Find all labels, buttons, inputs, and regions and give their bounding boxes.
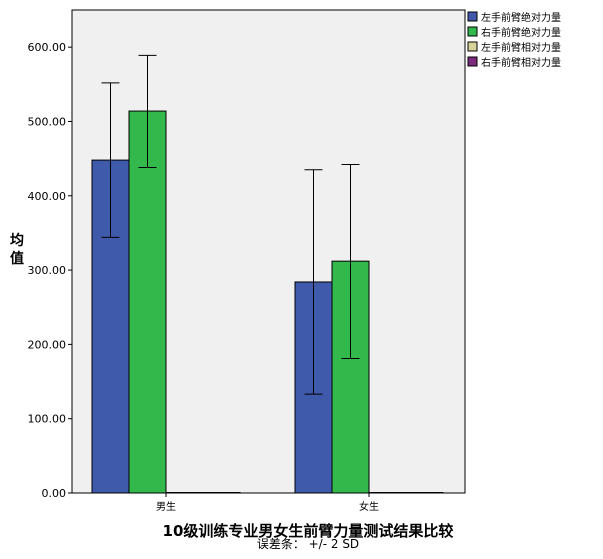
- x-tick-label: 女生: [359, 500, 379, 513]
- legend-label: 左手前臂绝对力量: [481, 11, 561, 24]
- y-tick-label: 600.00: [28, 41, 67, 54]
- y-tick-label: 200.00: [28, 338, 67, 351]
- y-axis-ticks: 0.00 100.00 200.00 300.00 400.00 500.00 600.00: [28, 41, 72, 500]
- legend-swatch: [467, 26, 478, 37]
- bar: [202, 492, 241, 494]
- bar: [368, 492, 407, 494]
- y-tick-label: 300.00: [28, 264, 67, 277]
- y-tick-label: 500.00: [28, 115, 67, 128]
- legend-label: 右手前臂绝对力量: [481, 26, 561, 39]
- legend-swatch: [467, 56, 478, 67]
- error-bar-note: 误差条： +/- 2 SD: [257, 537, 359, 551]
- chart-title: 10级训练专业男女生前臂力量测试结果比较: [163, 522, 454, 540]
- bar: [405, 492, 444, 494]
- category-labels: 男生 女生: [156, 493, 379, 513]
- legend-swatch: [467, 41, 478, 52]
- bar: [165, 492, 204, 494]
- y-axis-label-line1: 均: [10, 232, 24, 249]
- x-tick-label: 男生: [156, 500, 176, 513]
- y-axis-label-line2: 值: [10, 250, 24, 267]
- legend-label: 左手前臂相对力量: [481, 41, 561, 54]
- y-tick-label: 400.00: [28, 190, 67, 203]
- legend-swatch: [467, 11, 478, 22]
- legend-label: 右手前臂相对力量: [481, 56, 561, 69]
- error-bars: [101, 54, 360, 395]
- bar: [128, 110, 167, 494]
- y-tick-label: 0.00: [42, 487, 67, 500]
- y-tick-label: 100.00: [28, 413, 67, 426]
